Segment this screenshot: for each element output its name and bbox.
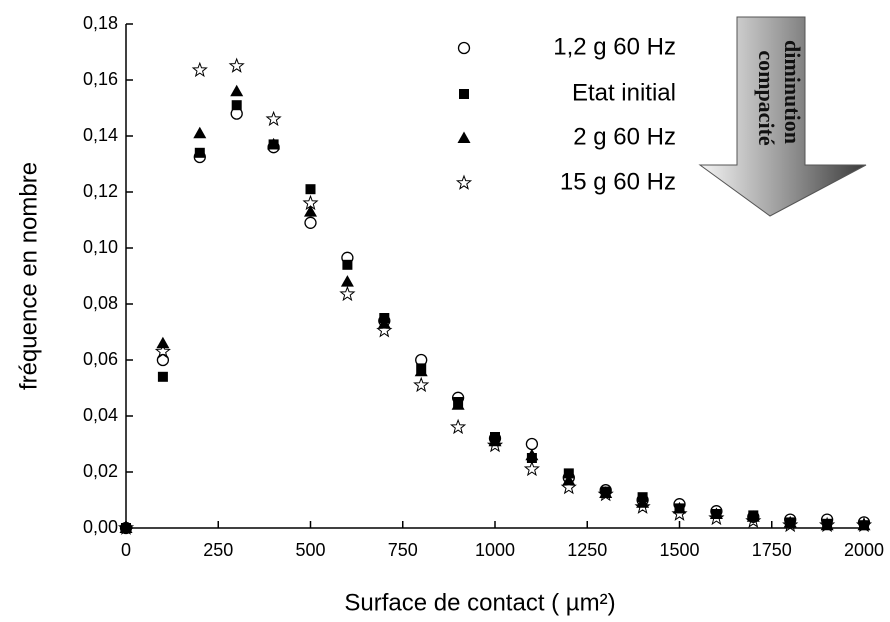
y-tick-label: 0,18 [83, 13, 118, 33]
x-tick-label: 250 [203, 540, 233, 560]
x-tick-label: 1500 [659, 540, 699, 560]
point [783, 515, 797, 528]
point [339, 285, 356, 302]
legend-marker [459, 89, 469, 99]
point [157, 371, 168, 382]
arrow [698, 16, 867, 217]
y-tick-label: 0,00 [83, 517, 118, 537]
point [597, 485, 614, 502]
point [305, 184, 316, 195]
point [634, 498, 651, 514]
x-tick-label: 2000 [844, 540, 884, 560]
point [191, 61, 208, 78]
y-tick-label: 0,16 [83, 69, 118, 89]
point [671, 505, 688, 521]
point [855, 516, 873, 533]
point [563, 468, 574, 479]
point [560, 478, 577, 495]
y-tick-label: 0,02 [83, 461, 118, 481]
y-tick-label: 0,04 [83, 405, 118, 425]
annotation: compacité [754, 50, 779, 146]
point [265, 110, 282, 127]
point [154, 343, 171, 359]
annotation: diminution [780, 40, 805, 144]
point [231, 100, 242, 111]
point [523, 460, 540, 477]
point [302, 194, 319, 211]
point [117, 519, 135, 535]
point [376, 322, 393, 338]
point [525, 437, 539, 451]
x-tick-label: 500 [295, 540, 325, 560]
point [304, 205, 317, 217]
x-tick-label: 1000 [475, 540, 515, 560]
x-tick-label: 0 [121, 540, 131, 560]
point [304, 216, 317, 229]
legend-label: Etat initial [572, 79, 676, 106]
point [342, 259, 353, 270]
x-axis-label: Surface de contact ( µm²) [344, 589, 615, 616]
point [156, 336, 170, 349]
y-tick-label: 0,08 [83, 293, 118, 313]
point [267, 137, 281, 150]
legend-marker [455, 174, 473, 190]
point [486, 436, 504, 453]
point [340, 275, 354, 287]
legend-marker [457, 41, 471, 55]
point [193, 126, 207, 139]
point [819, 516, 836, 533]
legend-label: 1,2 g 60 Hz [553, 33, 676, 60]
point [194, 147, 205, 158]
point [745, 512, 762, 528]
point [414, 364, 428, 377]
point [450, 418, 467, 435]
point [782, 516, 799, 533]
legend-marker [457, 131, 471, 143]
y-axis-label: fréquence en nombre [15, 162, 42, 390]
x-tick-label: 750 [388, 540, 418, 560]
legend-label: 2 g 60 Hz [573, 123, 676, 150]
point [413, 376, 430, 393]
point [228, 57, 245, 73]
y-tick-label: 0,14 [83, 125, 118, 145]
point [525, 448, 539, 461]
legend-label: 15 g 60 Hz [560, 168, 676, 195]
point [451, 398, 465, 410]
x-tick-label: 1750 [752, 540, 792, 560]
y-tick-label: 0,06 [83, 349, 118, 369]
y-tick-label: 0,12 [83, 181, 118, 201]
point [708, 509, 725, 526]
y-tick-label: 0,10 [83, 237, 118, 257]
x-tick-label: 1250 [567, 540, 607, 560]
point [230, 84, 244, 97]
